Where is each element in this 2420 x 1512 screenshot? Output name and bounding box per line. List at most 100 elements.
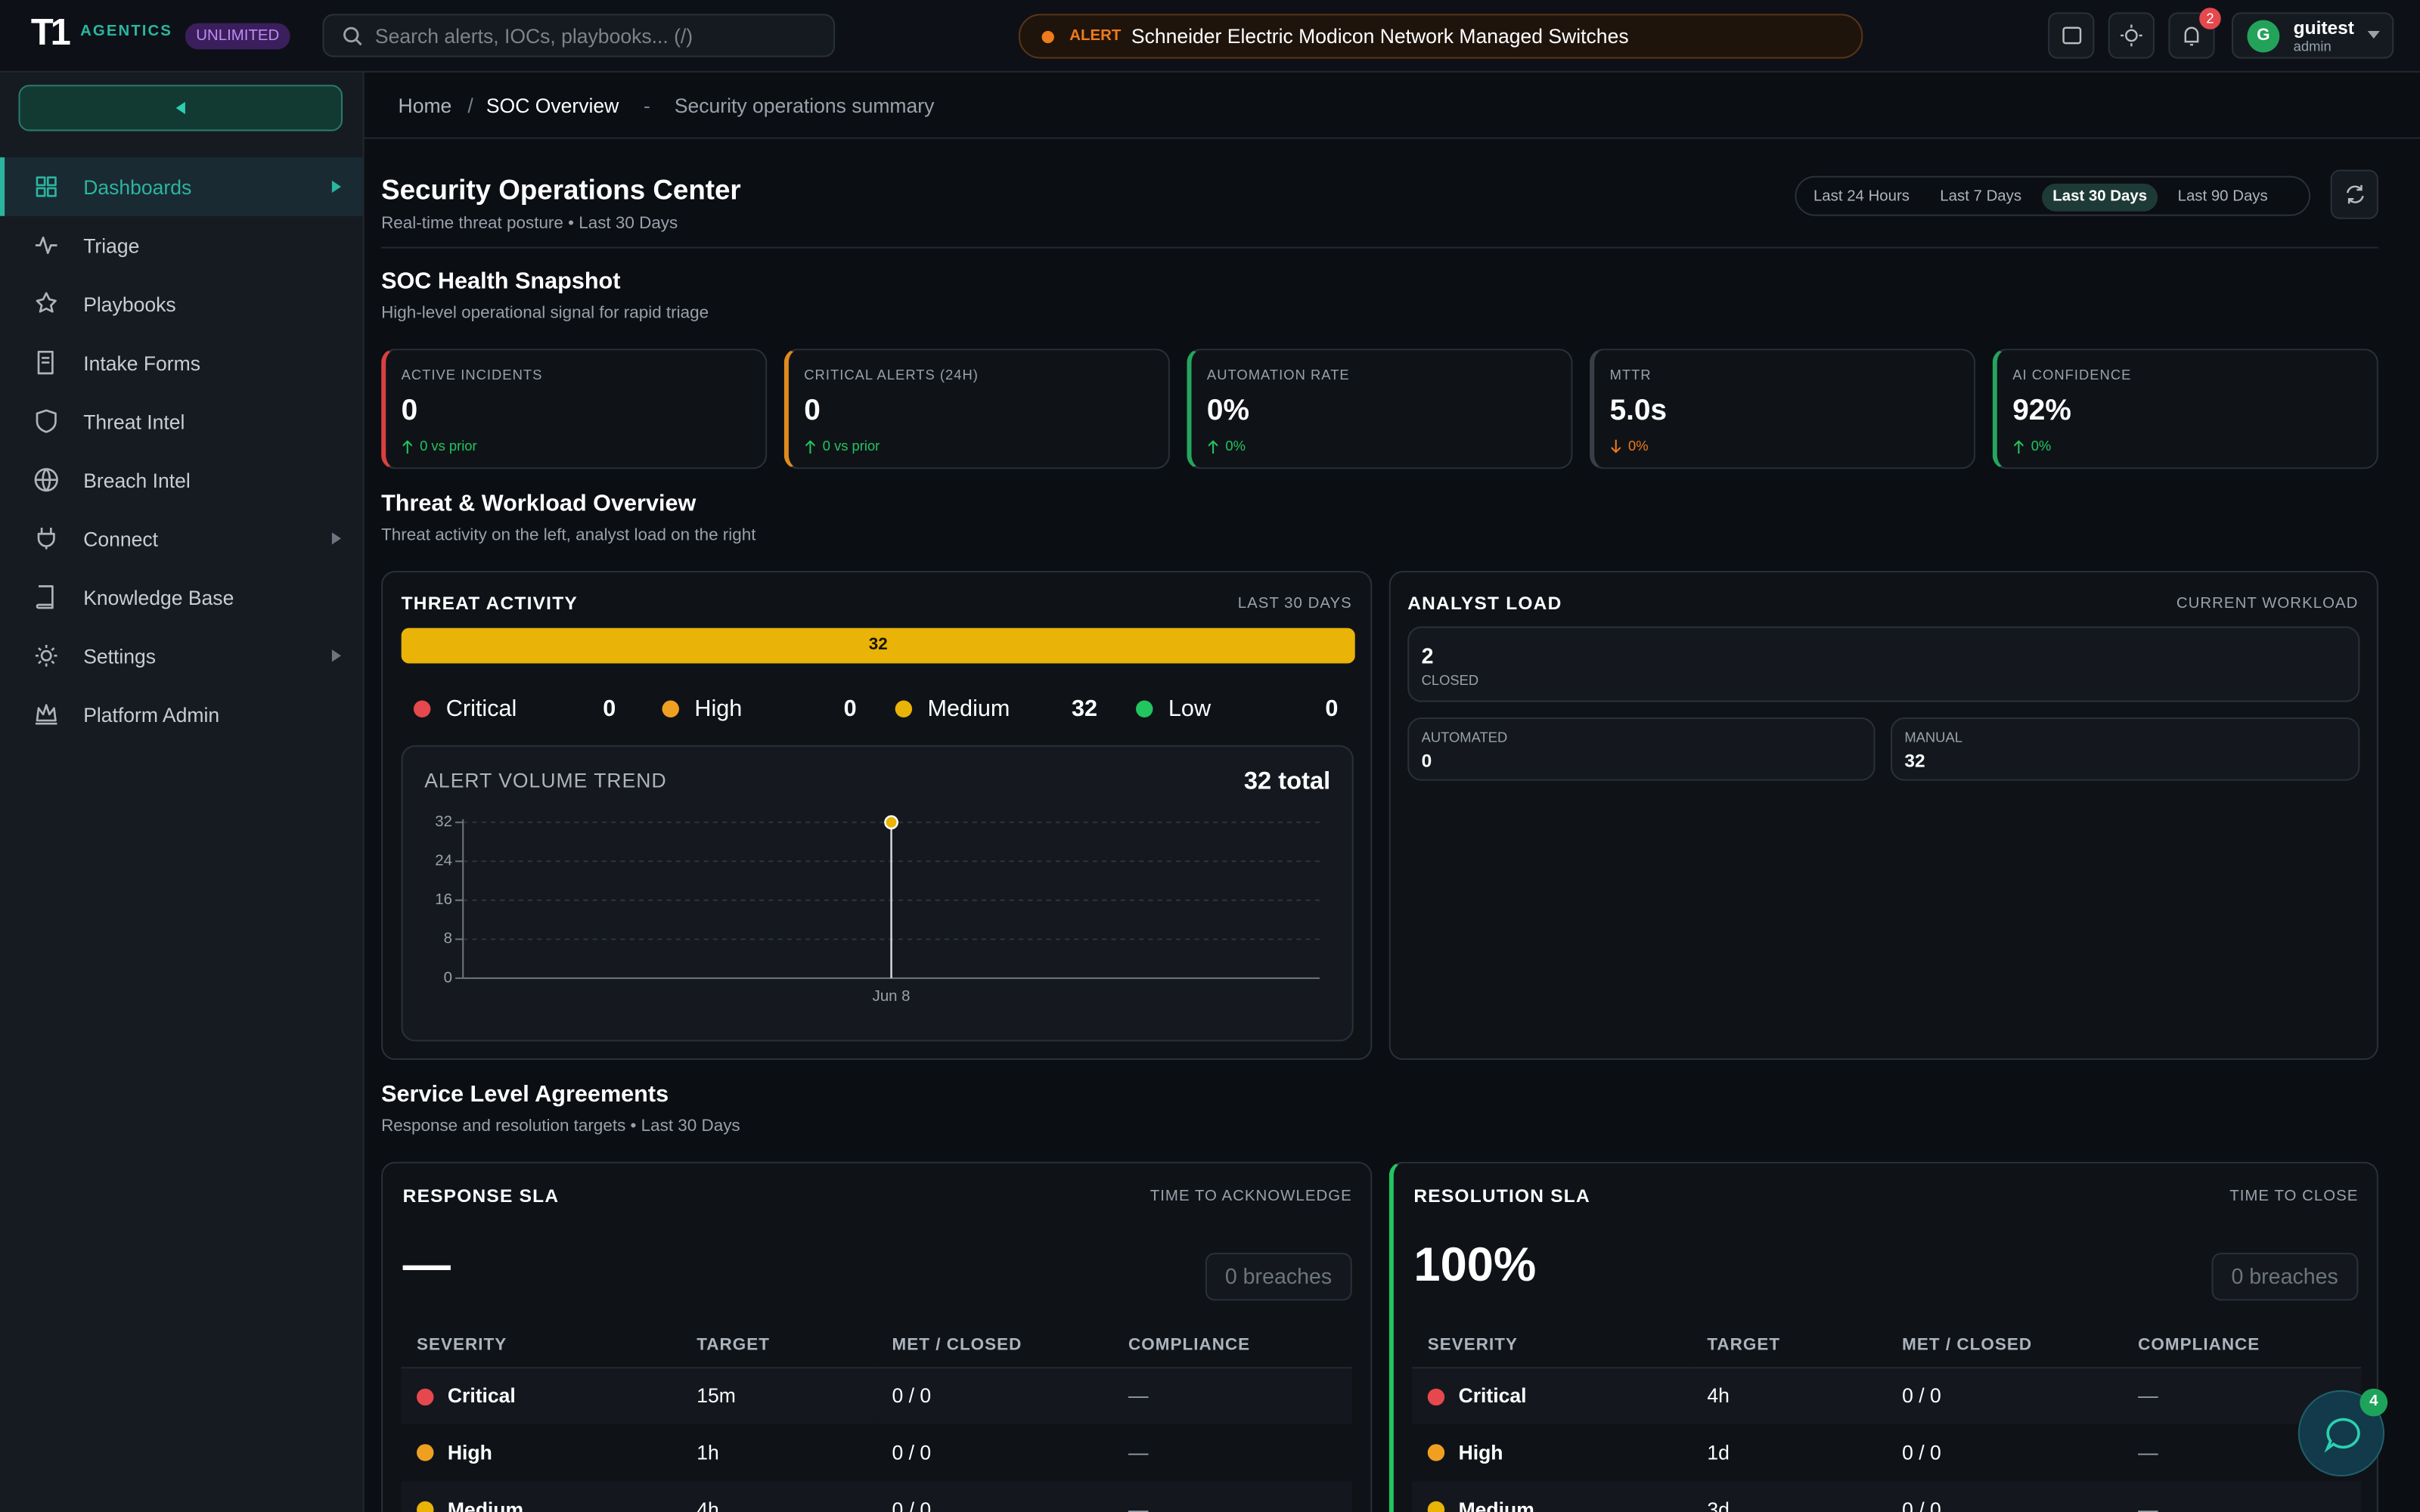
collapse-button[interactable] (18, 85, 343, 132)
severity-dot (1427, 1387, 1445, 1405)
nav-label: Triage (83, 234, 140, 258)
cell-text: — (2138, 1498, 2158, 1512)
kpi-label: AUTOMATION RATE (1206, 367, 1350, 383)
theme-button[interactable] (2108, 12, 2155, 59)
range-selector: Last 24 Hours Last 7 Days Last 30 Days Last… (1795, 175, 2311, 216)
sla-row: Critical 4h 0 / 0 — (1412, 1367, 2362, 1424)
kpi-delta: 0% (1225, 438, 1246, 454)
sla-cell: 0 / 0 (876, 1424, 1113, 1482)
cell-text: — (2138, 1384, 2158, 1408)
card-subtitle: TIME TO CLOSE (2229, 1188, 2359, 1205)
nav-item[interactable]: Dashboards (0, 157, 363, 216)
threat-activity-card: THREAT ACTIVITY LAST 30 DAYS 32 ALERT VO… (381, 571, 1373, 1061)
manual-value: 32 (1904, 749, 1925, 772)
notifications-button[interactable]: 2 (2168, 8, 2221, 59)
caret (331, 649, 342, 662)
user-name: guitest (2293, 17, 2354, 39)
refresh-button[interactable] (2330, 169, 2378, 219)
kpi-delta: 0% (1628, 438, 1649, 454)
kpi-value: 0% (1206, 395, 1249, 428)
kpi-value: 92% (2012, 395, 2071, 428)
y-tick-label: 24 (435, 853, 452, 869)
severity-dot (1427, 1501, 1445, 1512)
sla-cell: — (1113, 1481, 1352, 1512)
card-subtitle: CURRENT WORKLOAD (2176, 595, 2359, 613)
trend-panel: ALERT VOLUME TREND 32 total 0 8 16 24 32 Jun … (401, 745, 1354, 1042)
divider (381, 246, 2378, 249)
header: T1 AGENTICS UNLIMITED Search alerts, IOC… (0, 0, 2420, 73)
sla-cell: 15m (681, 1367, 876, 1424)
sla-cell: 0 / 0 (1887, 1367, 2123, 1424)
nav-item[interactable]: Platform Admin (0, 685, 363, 744)
legend-label: High (694, 696, 743, 723)
sla-row: High 1h 0 / 0 — (402, 1424, 1352, 1482)
card-title: THREAT ACTIVITY (401, 592, 578, 615)
sla-cell: 1h (681, 1424, 876, 1482)
sla-value: — (402, 1237, 451, 1292)
closed-label: CLOSED (1421, 672, 1479, 689)
icon-path (34, 468, 58, 492)
caret (2367, 30, 2380, 39)
section-title: Service Level Agreements (381, 1081, 669, 1108)
nav-label: Breach Intel (83, 469, 191, 493)
nav-icon (37, 527, 55, 550)
nav-caret (331, 180, 342, 194)
arrow (1611, 439, 1621, 454)
nav-item[interactable]: Threat Intel (0, 392, 363, 451)
column-header: MET / CLOSED (1902, 1335, 2033, 1355)
legend-count: 32 (1071, 696, 1098, 723)
nav-item[interactable]: Triage (0, 216, 363, 275)
manual-tile: MANUAL 32 (1890, 717, 2360, 781)
kpi-label: MTTR (1609, 367, 1652, 383)
cell-text: Medium (447, 1498, 524, 1512)
legend-dot (662, 700, 679, 717)
chat-button[interactable]: 4 (2297, 1388, 2388, 1477)
sidebar: Dashboards Triage Playbooks Intake Forms Thr… (0, 72, 365, 1512)
nav-item[interactable]: Breach Intel (0, 451, 363, 510)
cell-text: 1d (1707, 1441, 1730, 1464)
nav-item[interactable]: Connect (0, 509, 363, 568)
cell-text: 1h (697, 1441, 719, 1464)
cell-text: — (2138, 1441, 2158, 1464)
kpi-arrow (805, 440, 815, 454)
kpi-delta: 0% (2031, 438, 2052, 454)
nav-icon (36, 292, 57, 313)
range-option[interactable]: Last 24 Hours (1813, 187, 1910, 206)
cell-text: — (1128, 1498, 1149, 1512)
column-header: TARGET (1707, 1335, 1781, 1355)
sla-cell: 3d (1692, 1481, 1887, 1512)
user-menu[interactable]: G guitest admin (2232, 12, 2394, 59)
severity-dot (417, 1444, 434, 1461)
kpi-arrow (402, 440, 412, 454)
range-option[interactable]: Last 90 Days (2177, 187, 2268, 206)
column-header: MET / CLOSED (892, 1335, 1022, 1355)
legend-label: Low (1168, 696, 1212, 723)
sla-cell: — (2123, 1481, 2362, 1512)
nav-item[interactable]: Playbooks (0, 274, 363, 333)
nav-icon (36, 176, 57, 197)
automated-label: AUTOMATED (1421, 730, 1508, 745)
y-tick-label: 32 (435, 813, 452, 830)
sla-cell: 1d (1692, 1424, 1887, 1482)
cell-text: 0 / 0 (1902, 1441, 1941, 1464)
section-title: Threat & Workload Overview (381, 490, 697, 517)
nav-item[interactable]: Intake Forms (0, 333, 363, 392)
sla-row: Medium 3d 0 / 0 — (1412, 1481, 2362, 1512)
nav-item[interactable]: Settings (0, 627, 363, 686)
search[interactable]: Search alerts, IOCs, playbooks... (/) (322, 14, 836, 57)
caret (331, 532, 342, 545)
breadcrumb-home[interactable]: Home (398, 94, 452, 118)
section-subtitle: High-level operational signal for rapid … (381, 304, 709, 323)
cell-text: 4h (1707, 1384, 1730, 1408)
range-option[interactable]: Last 7 Days (1940, 187, 2022, 206)
breadcrumb-dash: - (644, 94, 650, 118)
display-button[interactable] (2048, 12, 2095, 59)
arrow (402, 440, 412, 454)
nav-item[interactable]: Knowledge Base (0, 568, 363, 627)
legend-count: 0 (843, 696, 857, 723)
sla-value: 100% (1413, 1237, 1537, 1292)
alert-banner[interactable]: ALERT Schneider Electric Modicon Network… (1018, 14, 1863, 59)
range-option[interactable]: Last 30 Days (2041, 183, 2158, 212)
sla-card: RESOLUTION SLA TIME TO CLOSE 100% 0 breache… (1388, 1161, 2378, 1512)
sla-cell: 0 / 0 (876, 1367, 1113, 1424)
